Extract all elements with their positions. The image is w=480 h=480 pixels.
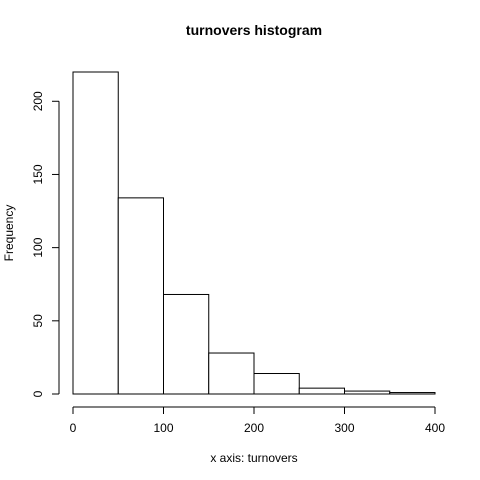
x-tick-label-1: 100 — [153, 421, 173, 435]
y-axis-label: Frequency — [2, 205, 16, 262]
chart-title: turnovers histogram — [186, 22, 322, 38]
x-tick-label-4: 400 — [425, 421, 445, 435]
x-tick-label-3: 300 — [334, 421, 354, 435]
histogram-bar-5 — [298, 387, 345, 395]
y-tick-label-4: 200 — [31, 91, 45, 111]
histogram-bar-6 — [344, 390, 391, 395]
x-tick-label-0: 0 — [70, 421, 77, 435]
histogram-bar-0 — [72, 71, 119, 395]
histogram-bar-1 — [117, 197, 164, 395]
y-axis: 0 50 100 150 200 — [31, 91, 60, 397]
x-tick-label-2: 200 — [244, 421, 264, 435]
x-axis-label: x axis: turnovers — [210, 451, 297, 465]
y-tick-label-1: 50 — [31, 314, 45, 328]
histogram-bar-4 — [253, 373, 300, 395]
histogram-bar-3 — [208, 352, 255, 395]
y-tick-label-3: 150 — [31, 164, 45, 184]
bars-group — [72, 71, 436, 395]
x-axis: 0 100 200 300 400 — [70, 406, 445, 435]
histogram-bar-2 — [163, 293, 210, 395]
y-tick-label-2: 100 — [31, 237, 45, 257]
histogram-bar-7 — [389, 392, 436, 395]
y-tick-label-0: 0 — [31, 390, 45, 397]
